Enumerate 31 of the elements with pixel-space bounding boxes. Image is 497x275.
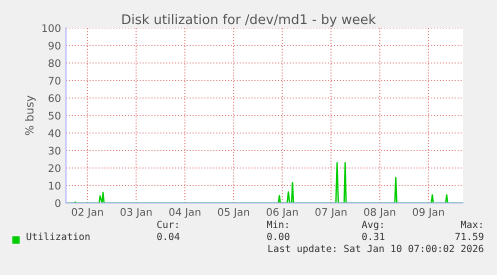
y-tick-label: 60	[48, 94, 60, 102]
text: Avg:	[362, 220, 383, 230]
text: 0.31	[362, 232, 384, 240]
text: 71.59	[455, 232, 484, 240]
x-tick-label: 02 Jan	[72, 208, 103, 218]
x-tick-label: 07 Jan	[315, 208, 346, 218]
x-tick-label: 03 Jan	[120, 208, 152, 218]
y-tick-label: 100	[42, 24, 60, 32]
text: Min:	[266, 220, 288, 228]
text: Last update: Sat Jan 10 07:00:02 2026	[268, 244, 484, 254]
x-tick-label: 04 Jan	[169, 208, 200, 218]
y-tick-label: 90	[48, 42, 60, 50]
y-tick-label: 70	[48, 76, 60, 85]
y-tick-label: 10	[49, 182, 60, 190]
text: 0.04	[157, 232, 180, 240]
text: Max:	[460, 220, 482, 228]
chart-title: Disk utilization for /dev/md1 - by week	[122, 14, 376, 27]
x-tick-label: 08 Jan	[364, 208, 396, 218]
y-axis-title: % busy	[24, 96, 36, 136]
y-tick-label: 80	[48, 59, 60, 68]
y-tick-label: 30	[48, 146, 60, 155]
y-tick-label: 40	[48, 129, 60, 138]
x-tick-label: 06 Jan	[266, 208, 298, 218]
y-tick-label: 0	[55, 199, 60, 208]
y-tick-label: 20	[48, 164, 60, 172]
text: Cur:	[157, 220, 178, 228]
x-tick-label: 05 Jan	[218, 208, 250, 218]
y-tick-label: 50	[48, 112, 60, 120]
legend-label: Utilization	[26, 232, 90, 240]
text: 0.00	[267, 232, 290, 240]
x-tick-label: 09 Jan	[412, 208, 444, 218]
